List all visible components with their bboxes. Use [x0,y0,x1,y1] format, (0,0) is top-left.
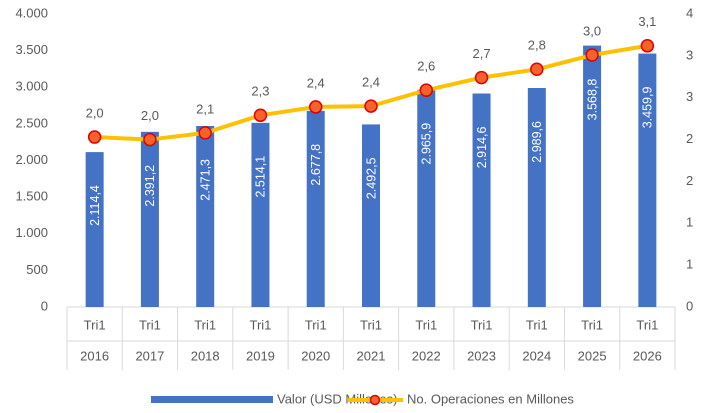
bar [583,45,602,308]
line-marker [585,48,599,62]
x-tick-label: Tri1 [360,317,382,332]
x-group-label: 2019 [246,348,275,363]
y-tick-label: 1.000 [15,225,48,240]
bar [85,152,104,307]
bar [472,93,491,307]
line-marker [530,62,544,77]
line-marker [474,70,489,85]
line-value-label: 2,3 [251,84,269,99]
x-tick-label: Tri1 [415,317,437,332]
x-group-label: 2017 [135,348,164,363]
y-tick-label: 1.500 [15,189,48,204]
line-marker [143,132,157,147]
x-tick-label: Tri1 [84,317,106,332]
bar-value-label: 2.965,9 [420,123,434,165]
bar-value-label: 2.471,3 [198,159,212,201]
y-tick-label: 3.500 [15,42,48,57]
bar-value-label: 2.677,8 [309,144,323,186]
x-group-label: 2016 [80,348,109,363]
bar [638,53,657,308]
x-tick-label: Tri1 [139,317,161,332]
bar-value-label: 2.114,4 [88,185,102,226]
bar-value-label: 3.459,9 [641,87,655,129]
bar [306,110,325,307]
y-tick-label: 500 [26,262,48,277]
x-tick-label: Tri1 [305,317,327,332]
y2-tick-label: 1 [686,215,693,230]
line-value-label: 2,4 [362,75,380,90]
y2-tick-label: 1 [686,257,693,272]
x-group-label: 2023 [467,348,496,363]
y-tick-label: 0 [41,298,48,313]
bar-value-label: 2.989,6 [530,121,544,163]
x-group-label: 2024 [522,348,551,363]
bar-value-label: 2.492,5 [364,157,378,199]
x-group-label: 2025 [578,348,607,363]
line-value-label: 2,7 [473,46,491,61]
line-value-label: 2,1 [196,101,214,116]
y-tick-label: 3.000 [15,79,48,94]
x-tick-label: Tri1 [194,317,216,332]
bar [417,89,436,307]
x-group-label: 2020 [301,348,330,363]
x-tick-label: Tri1 [636,317,658,332]
y-tick-label: 2.000 [15,152,48,167]
y2-tick-label: 4 [686,5,693,20]
y2-tick-label: 2 [686,131,693,146]
y2-tick-label: 3 [686,47,693,62]
bar-value-label: 3.568,8 [585,79,599,121]
line-marker [364,99,378,113]
line-marker [640,39,655,53]
bar [251,122,270,307]
line-marker [198,126,212,140]
bar [362,124,380,307]
x-tick-label: Tri1 [581,317,603,332]
legend-swatch [151,396,273,403]
x-tick-label: Tri1 [526,317,548,332]
y2-tick-label: 2 [686,173,693,188]
bar [196,125,215,308]
x-tick-label: Tri1 [471,317,493,332]
line-marker [87,130,102,144]
bar-value-label: 2.514,1 [254,156,268,198]
legend-marker [369,394,381,406]
x-group-label: 2018 [191,348,220,363]
x-group-label: 2022 [412,348,441,363]
y-tick-label: 2.500 [15,115,48,130]
y-tick-label: 4.000 [15,5,48,20]
y2-tick-label: 0 [686,298,693,313]
line-value-label: 2,0 [141,108,159,123]
bar-value-label: 2.914,6 [475,126,489,168]
line-marker [308,100,323,114]
line-value-label: 3,0 [583,23,601,38]
bar-value-label: 2.391,2 [143,165,157,207]
line-marker [419,83,434,97]
x-tick-label: Tri1 [250,317,272,332]
bar [527,88,546,307]
line-marker [253,108,268,123]
line-value-label: 2,0 [86,105,104,120]
line-value-label: 2,6 [417,59,435,74]
x-group-label: 2026 [633,348,662,363]
line-value-label: 3,1 [638,14,656,29]
y2-tick-label: 3 [686,89,693,104]
legend-label: Valor (USD Millones) [277,391,397,406]
x-group-label: 2021 [357,348,386,363]
bar [140,131,159,307]
legend-label: No. Operaciones en Millones [407,391,574,406]
line-value-label: 2,4 [307,75,325,90]
line-value-label: 2,8 [528,38,546,53]
